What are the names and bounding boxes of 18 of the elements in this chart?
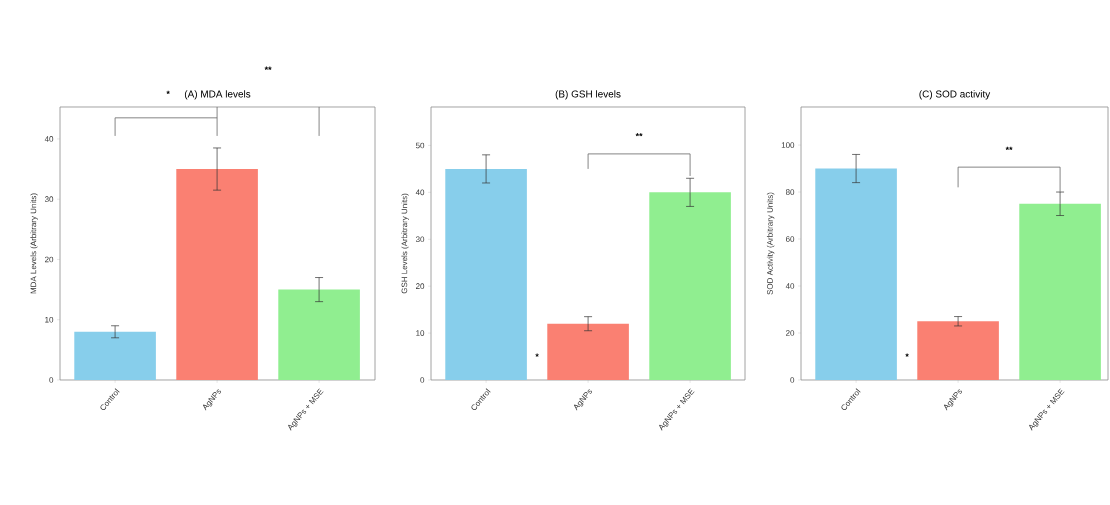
annotation: ** xyxy=(635,132,643,137)
annotation: * xyxy=(905,353,909,357)
bar xyxy=(1019,203,1101,380)
bar xyxy=(176,169,258,380)
chart-title: (B) GSH levels xyxy=(555,90,621,100)
text: ** xyxy=(264,66,272,70)
bar xyxy=(278,289,360,380)
annotation: * xyxy=(535,353,539,357)
bar xyxy=(74,331,156,380)
bar xyxy=(445,168,527,380)
chart-title: (A) MDA levels xyxy=(184,90,251,100)
chart-title: (C) SOD activity xyxy=(919,90,991,100)
annotation: ** xyxy=(1005,146,1013,150)
bar xyxy=(815,168,897,380)
bar xyxy=(649,192,731,380)
text: * xyxy=(166,90,170,94)
bar xyxy=(917,321,999,380)
bar xyxy=(547,323,629,380)
